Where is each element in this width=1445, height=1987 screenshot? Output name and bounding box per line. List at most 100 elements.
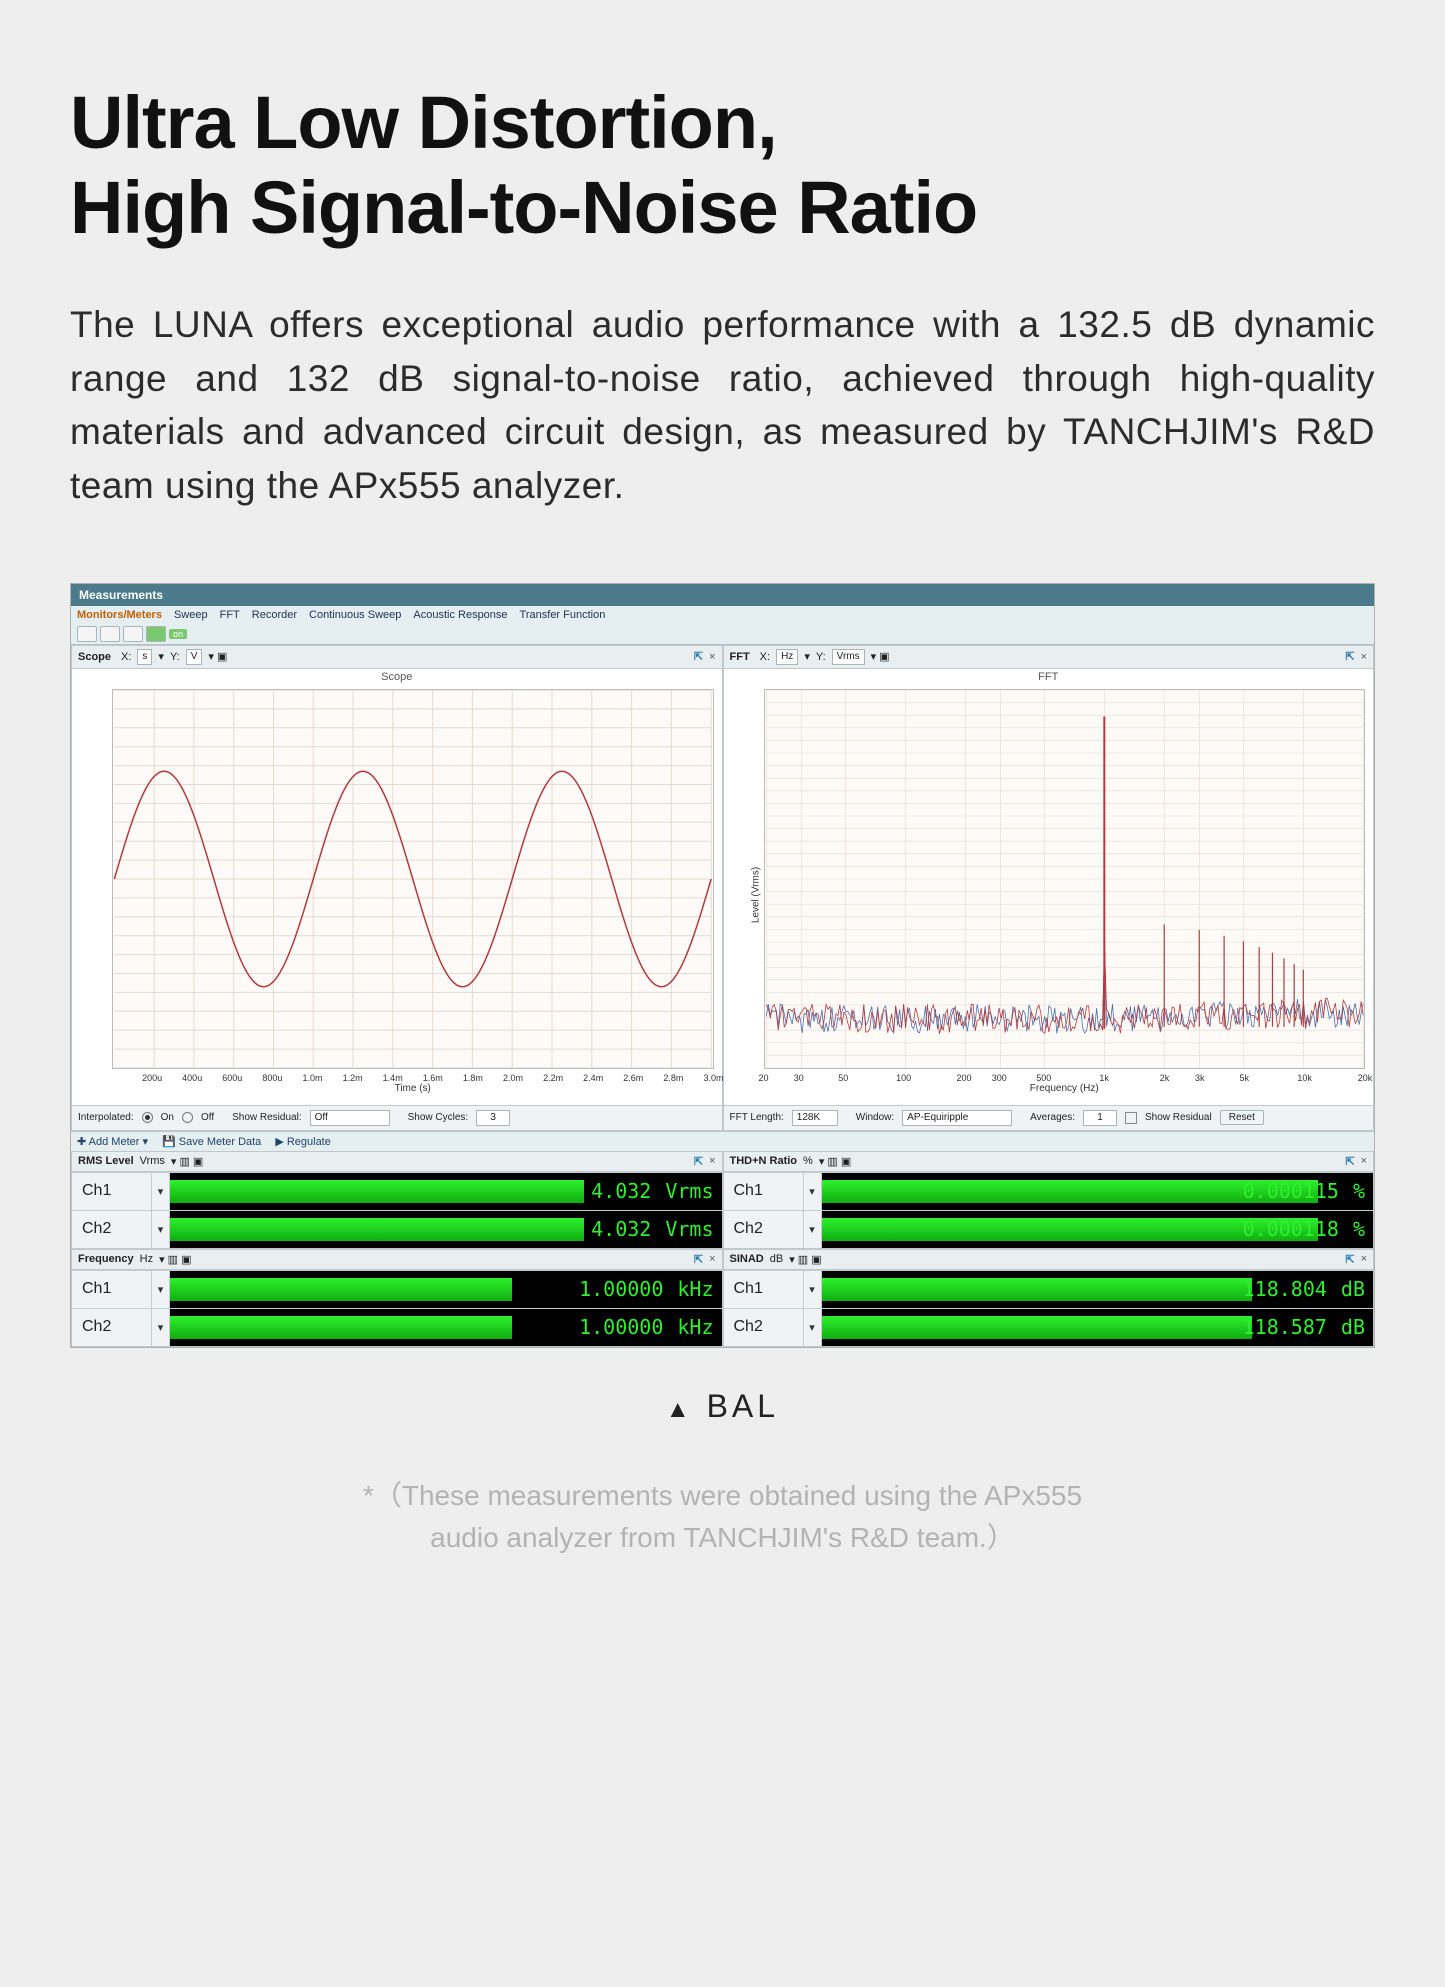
- meter-header: RMS Level Vrms ▾ ▥ ▣ ⇱ ×: [72, 1152, 722, 1172]
- channel-dropdown[interactable]: ▾: [152, 1309, 170, 1346]
- meter-name: Frequency: [78, 1253, 134, 1265]
- scope-chart-area: Instantaneous Level (V) -10-9-8-7-6-5-4-…: [72, 685, 722, 1105]
- meter-row: Ch1 ▾ 118.804dB: [724, 1270, 1374, 1308]
- toolbar-button[interactable]: [123, 626, 143, 642]
- triangle-up-icon: ▲: [666, 1396, 694, 1423]
- menu-item[interactable]: Transfer Function: [520, 609, 606, 621]
- fft-y-unit-select[interactable]: Vrms: [832, 649, 865, 665]
- menu-item[interactable]: Continuous Sweep: [309, 609, 401, 621]
- fft-length-select[interactable]: 128K: [792, 1110, 838, 1126]
- close-icon[interactable]: ×: [1361, 651, 1367, 663]
- meter-value-unit: Vrms: [665, 1179, 713, 1203]
- add-meter-button[interactable]: ✚ Add Meter ▾: [77, 1135, 148, 1148]
- title-line-1: Ultra Low Distortion,: [70, 81, 777, 164]
- meter-bar: 0.000118%: [822, 1211, 1374, 1248]
- meter-name: THD+N Ratio: [730, 1155, 798, 1167]
- footnote-l2: audio analyzer from TANCHJIM's R&D team.…: [430, 1522, 1015, 1553]
- show-residual-check[interactable]: [1125, 1112, 1137, 1124]
- meter-bar: 4.032Vrms: [170, 1173, 722, 1210]
- fft-plot: 100502010521500m200m100m50m20m10m5m2m1m5…: [764, 689, 1366, 1069]
- show-cycles-input[interactable]: 3: [476, 1110, 510, 1126]
- popout-icon[interactable]: ⇱: [694, 1253, 703, 1266]
- popout-icon[interactable]: ⇱: [1345, 1155, 1354, 1168]
- meter-value-unit: kHz: [677, 1277, 713, 1301]
- interpolated-label: Interpolated:: [78, 1112, 134, 1123]
- axis-prefix: X:: [760, 651, 770, 663]
- interpolated-on-radio[interactable]: [142, 1112, 153, 1123]
- close-icon[interactable]: ×: [1361, 1155, 1367, 1167]
- averages-input[interactable]: 1: [1083, 1110, 1117, 1126]
- menu-item[interactable]: Monitors/Meters: [77, 609, 162, 621]
- toolbar-button[interactable]: [100, 626, 120, 642]
- meter-row: Ch2 ▾ 1.00000kHz: [72, 1308, 722, 1346]
- channel-dropdown[interactable]: ▾: [152, 1173, 170, 1210]
- fft-y-axis-label: Level (Vrms): [750, 867, 761, 923]
- fft-panel-name: FFT: [730, 651, 750, 663]
- sinad-meter-panel: SINAD dB ▾ ▥ ▣ ⇱ × Ch1 ▾ 118.804dB Ch2 ▾: [723, 1249, 1375, 1347]
- menu-item[interactable]: Acoustic Response: [413, 609, 507, 621]
- popout-icon[interactable]: ⇱: [694, 650, 703, 663]
- channel-label: Ch1: [724, 1271, 804, 1308]
- window-select[interactable]: AP-Equiripple: [902, 1110, 1012, 1126]
- meter-value: 4.032: [591, 1217, 651, 1241]
- footnote-l1: *（These measurements were obtained using…: [363, 1480, 1082, 1511]
- scope-panel: Scope X: s ▾ Y: V ▾ ▣ ⇱ × Scope Instanta…: [71, 645, 723, 1131]
- meters-toolbar: ✚ Add Meter ▾ 💾 Save Meter Data ▶ Regula…: [71, 1131, 1374, 1151]
- meter-row: Ch1 ▾ 1.00000 kHz: [72, 1270, 722, 1308]
- thdn-meter-panel: THD+N Ratio % ▾ ▥ ▣ ⇱ × Ch1 ▾ 0.000115% …: [723, 1151, 1375, 1249]
- scope-x-unit-select[interactable]: s: [137, 649, 152, 665]
- title-line-2: High Signal-to-Noise Ratio: [70, 166, 977, 249]
- page-title: Ultra Low Distortion, High Signal-to-Noi…: [70, 80, 1375, 250]
- channel-dropdown[interactable]: ▾: [804, 1271, 822, 1308]
- meter-bar: 0.000115%: [822, 1173, 1374, 1210]
- toolbar-button[interactable]: [77, 626, 97, 642]
- show-residual-select[interactable]: Off: [310, 1110, 390, 1126]
- meter-value-unit: %: [1353, 1217, 1365, 1241]
- scope-plot: -10-9-8-7-6-5-4-3-2-1012345678910: [112, 689, 714, 1069]
- show-residual-label: Show Residual:: [232, 1112, 301, 1123]
- close-icon[interactable]: ×: [1361, 1253, 1367, 1265]
- scope-panel-footer: Interpolated: On Off Show Residual: Off …: [72, 1105, 722, 1130]
- channel-dropdown[interactable]: ▾: [804, 1173, 822, 1210]
- meter-row: Ch2 ▾ 0.000118%: [724, 1210, 1374, 1248]
- reset-button[interactable]: Reset: [1220, 1110, 1264, 1125]
- meter-bar: 118.804dB: [822, 1271, 1374, 1308]
- scope-panel-name: Scope: [78, 651, 111, 663]
- menu-item[interactable]: FFT: [220, 609, 240, 621]
- channel-dropdown[interactable]: ▾: [804, 1309, 822, 1346]
- meter-value: 118.804: [1243, 1277, 1327, 1301]
- toolbar-on-button[interactable]: [146, 626, 166, 642]
- fft-x-unit-select[interactable]: Hz: [776, 649, 798, 665]
- channel-label: Ch1: [72, 1173, 152, 1210]
- meter-value: 1.00000: [579, 1315, 663, 1339]
- close-icon[interactable]: ×: [709, 1253, 715, 1265]
- meter-value: 118.587: [1243, 1315, 1327, 1339]
- close-icon[interactable]: ×: [709, 651, 715, 663]
- channel-dropdown[interactable]: ▾: [804, 1211, 822, 1248]
- save-meter-button[interactable]: 💾 Save Meter Data: [162, 1135, 261, 1148]
- meter-value-unit: Vrms: [665, 1217, 713, 1241]
- regulate-button[interactable]: ▶ Regulate: [275, 1135, 331, 1148]
- meter-value: 1.00000: [579, 1277, 663, 1301]
- popout-icon[interactable]: ⇱: [694, 1155, 703, 1168]
- meter-header: Frequency Hz ▾ ▥ ▣ ⇱ ×: [72, 1250, 722, 1270]
- channel-label: Ch2: [724, 1309, 804, 1346]
- scope-y-unit-select[interactable]: V: [186, 649, 203, 665]
- channel-dropdown[interactable]: ▾: [152, 1271, 170, 1308]
- menu-item[interactable]: Sweep: [174, 609, 208, 621]
- show-residual-label: Show Residual: [1145, 1112, 1212, 1123]
- channel-label: Ch1: [72, 1271, 152, 1308]
- meter-bar: 118.587dB: [822, 1309, 1374, 1346]
- menu-item[interactable]: Recorder: [252, 609, 297, 621]
- close-icon[interactable]: ×: [709, 1155, 715, 1167]
- meter-unit: Vrms: [140, 1155, 165, 1167]
- popout-icon[interactable]: ⇱: [1345, 1253, 1354, 1266]
- popout-icon[interactable]: ⇱: [1345, 650, 1354, 663]
- meter-header: SINAD dB ▾ ▥ ▣ ⇱ ×: [724, 1250, 1374, 1270]
- channel-label: Ch2: [72, 1211, 152, 1248]
- channel-dropdown[interactable]: ▾: [152, 1211, 170, 1248]
- interpolated-off-radio[interactable]: [182, 1112, 193, 1123]
- off-label: Off: [201, 1112, 214, 1123]
- averages-label: Averages:: [1030, 1112, 1075, 1123]
- meter-row: Ch1 ▾ 0.000115%: [724, 1172, 1374, 1210]
